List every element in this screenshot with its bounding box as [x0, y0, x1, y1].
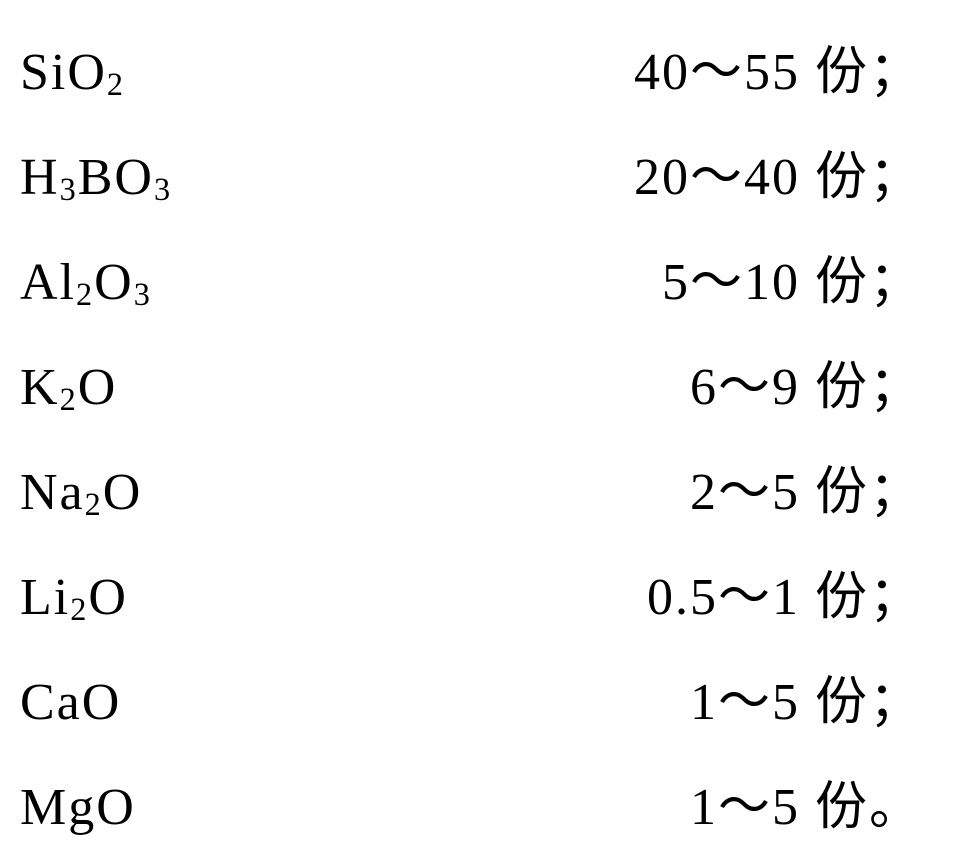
composition-list: SiO240～55 份；H3BO320～40 份；Al2O35～10 份；K2O…: [0, 0, 953, 860]
chemical-formula: MgO: [20, 755, 480, 860]
amount-text: 2～5 份；: [480, 440, 933, 545]
chemical-formula: H3BO3: [20, 125, 480, 236]
chemical-formula: SiO2: [20, 20, 480, 131]
chemical-formula: Li2O: [20, 545, 480, 656]
unit-label: 份；: [815, 44, 923, 101]
chemical-formula: Na2O: [20, 440, 480, 551]
unit-label: 份；: [815, 464, 923, 521]
amount-text: 1～5 份。: [480, 755, 933, 860]
chemical-formula: K2O: [20, 335, 480, 446]
composition-row: Li2O0.5～1 份；: [20, 545, 933, 650]
composition-row: Na2O2～5 份；: [20, 440, 933, 545]
unit-label: 份；: [815, 254, 923, 311]
composition-row: H3BO320～40 份；: [20, 125, 933, 230]
amount-text: 1～5 份；: [480, 650, 933, 755]
amount-text: 40～55 份；: [480, 20, 933, 125]
unit-label: 份；: [815, 569, 923, 626]
chemical-formula: CaO: [20, 650, 480, 755]
unit-label: 份。: [815, 779, 923, 836]
chemical-formula: Al2O3: [20, 230, 480, 341]
amount-text: 6～9 份；: [480, 335, 933, 440]
amount-text: 20～40 份；: [480, 125, 933, 230]
unit-label: 份；: [815, 359, 923, 416]
amount-text: 0.5～1 份；: [480, 545, 933, 650]
composition-row: K2O6～9 份；: [20, 335, 933, 440]
unit-label: 份；: [815, 149, 923, 206]
composition-row: MgO1～5 份。: [20, 755, 933, 860]
composition-row: Al2O35～10 份；: [20, 230, 933, 335]
amount-text: 5～10 份；: [480, 230, 933, 335]
composition-row: SiO240～55 份；: [20, 20, 933, 125]
composition-row: CaO1～5 份；: [20, 650, 933, 755]
unit-label: 份；: [815, 674, 923, 731]
